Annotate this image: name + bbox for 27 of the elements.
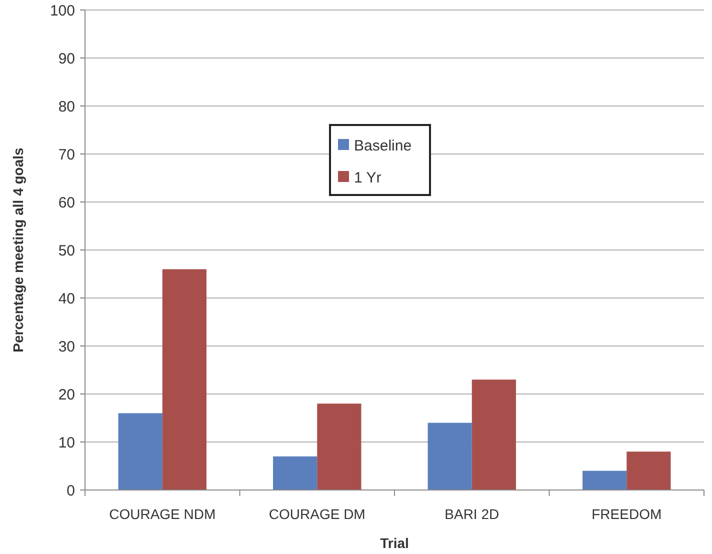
x-axis-title: Trial — [380, 535, 409, 551]
bar — [317, 404, 362, 490]
y-tick-label: 50 — [58, 242, 75, 260]
y-tick-label: 20 — [58, 386, 75, 404]
bar — [626, 452, 671, 490]
bar — [428, 422, 472, 490]
y-tick-label: 10 — [58, 434, 75, 452]
y-tick-label: 90 — [58, 50, 75, 68]
y-tick-label: 80 — [58, 98, 75, 116]
y-tick-label: 40 — [58, 290, 75, 308]
bar — [273, 456, 318, 490]
legend-label: 1 Yr — [354, 169, 382, 186]
y-axis-title: Percentage meeting all 4 goals — [10, 147, 26, 352]
x-tick-label: FREEDOM — [592, 506, 662, 522]
bar — [162, 269, 206, 490]
bar — [472, 380, 516, 490]
legend-label: Baseline — [354, 137, 412, 154]
y-tick-label: 60 — [58, 194, 75, 212]
y-tick-label: 70 — [58, 146, 75, 164]
x-tick-label: BARI 2D — [444, 506, 500, 522]
bar — [118, 413, 162, 490]
y-tick-label: 100 — [50, 2, 75, 20]
y-tick-label: 30 — [58, 338, 75, 356]
x-tick-label: COURAGE DM — [268, 506, 366, 522]
x-tick-label: COURAGE NDM — [109, 506, 216, 522]
bar — [582, 470, 627, 490]
y-tick-label: 0 — [66, 482, 75, 500]
